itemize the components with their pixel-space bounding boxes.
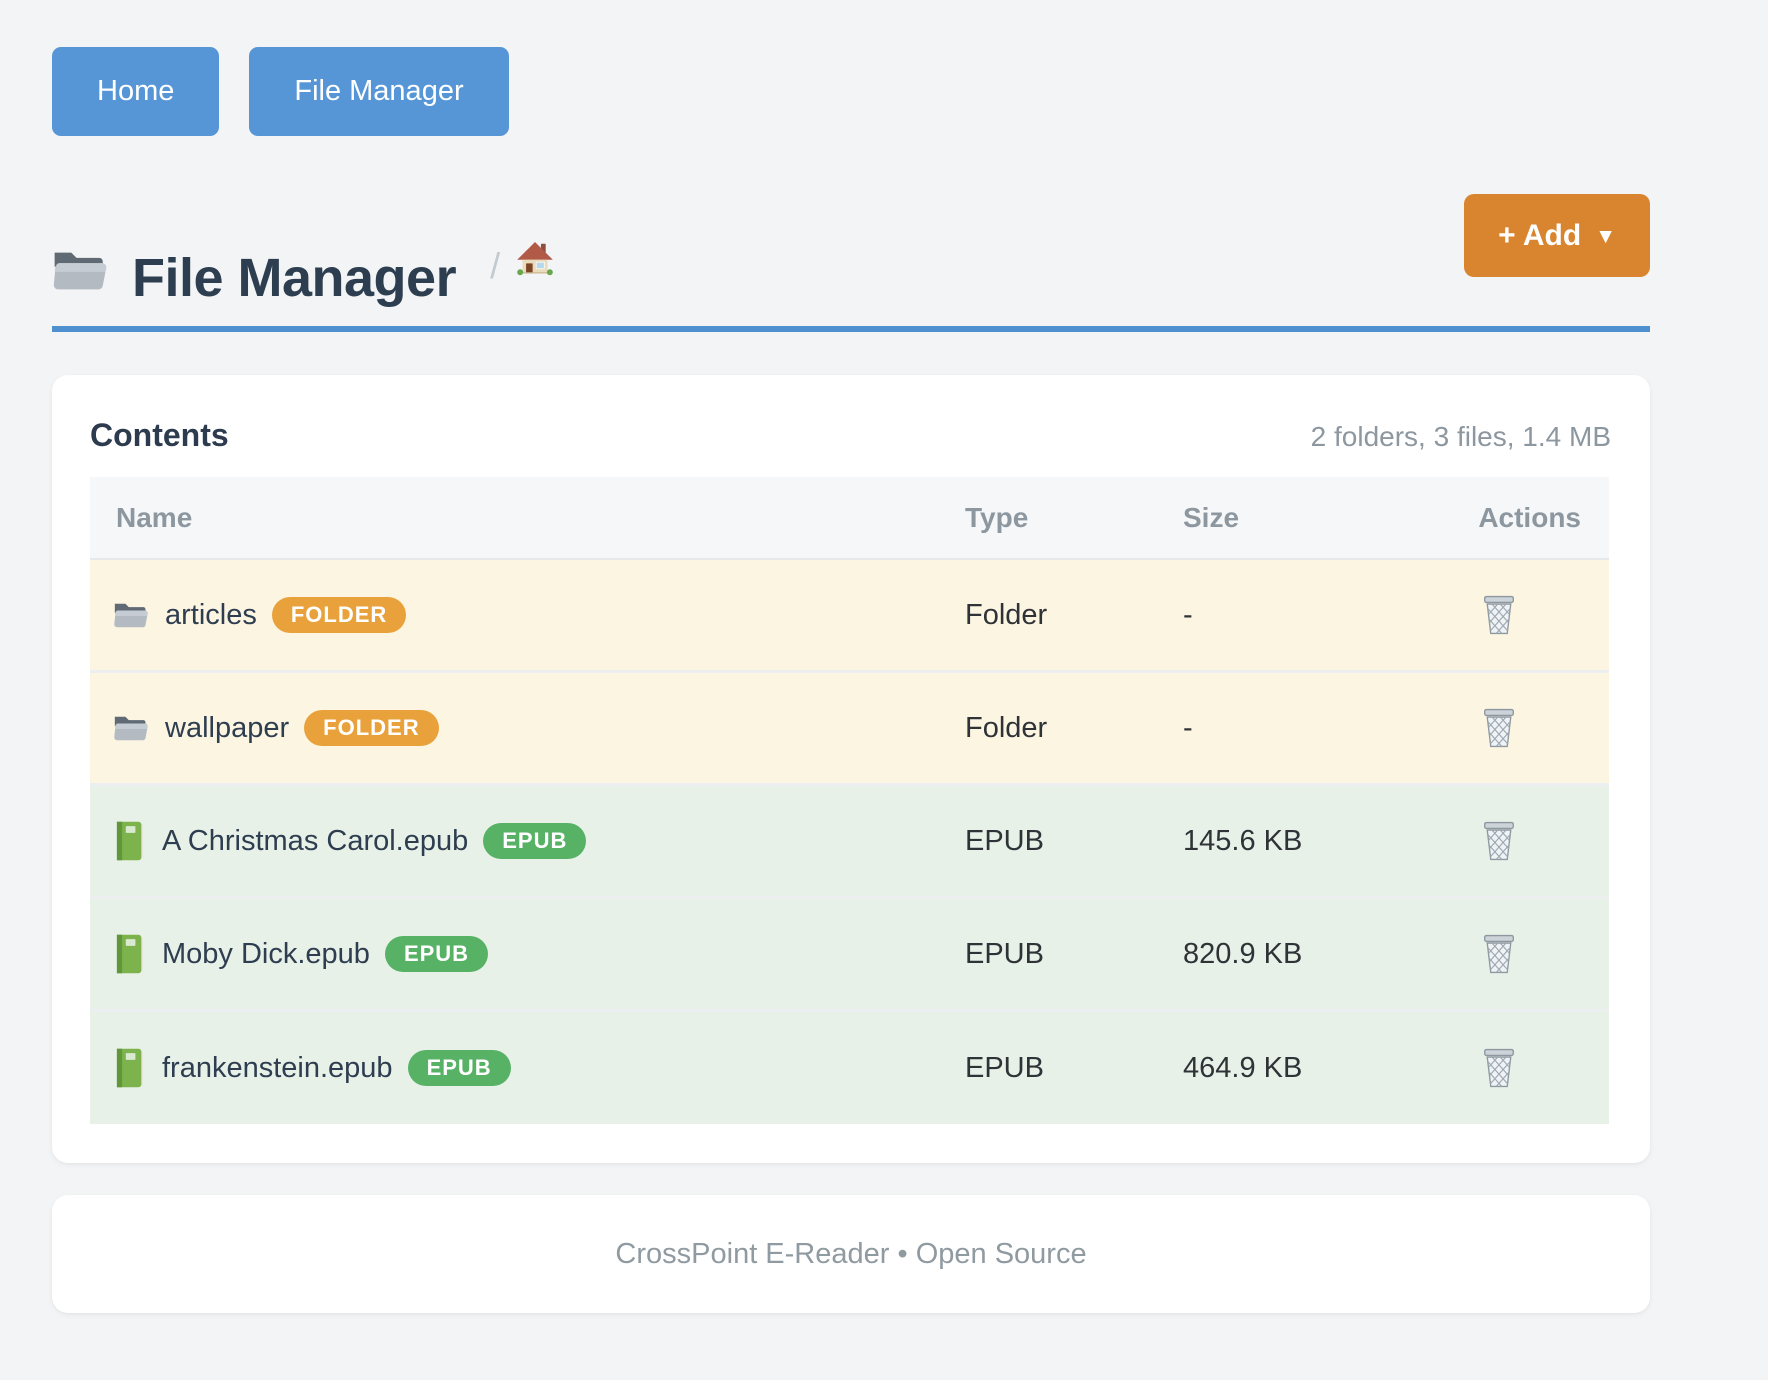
page-container: Home File Manager File Manager / + Add ▼… [52, 0, 1650, 1380]
size-cell: - [1183, 598, 1193, 631]
table-row[interactable]: wallpaper FOLDER Folder - [90, 673, 1609, 786]
file-name: articles [165, 598, 257, 631]
actions-cell [1388, 820, 1609, 862]
contents-panel-header: Contents 2 folders, 3 files, 1.4 MB [52, 375, 1650, 455]
contents-summary: 2 folders, 3 files, 1.4 MB [1310, 421, 1611, 452]
actions-cell [1388, 1047, 1609, 1089]
name-cell: Moby Dick.epub EPUB [90, 934, 965, 974]
trash-icon [1482, 594, 1516, 636]
breadcrumb-home-link[interactable] [516, 240, 554, 276]
table-row[interactable]: A Christmas Carol.epub EPUB EPUB 145.6 K… [90, 786, 1609, 899]
epub-badge: EPUB [384, 936, 489, 972]
add-button-label: + Add [1498, 218, 1582, 252]
caret-down-icon: ▼ [1595, 225, 1616, 248]
epub-badge: EPUB [483, 823, 587, 859]
green-book-icon [113, 821, 146, 861]
file-manager-button[interactable]: File Manager [249, 47, 509, 136]
delete-button[interactable] [1482, 707, 1516, 749]
page-header: File Manager / + Add ▼ [52, 194, 1650, 316]
delete-button[interactable] [1482, 933, 1516, 975]
folder-icon [52, 248, 108, 294]
trash-icon [1482, 707, 1516, 749]
actions-cell [1388, 933, 1609, 975]
add-button[interactable]: + Add ▼ [1464, 194, 1650, 277]
size-cell: 464.9 KB [1183, 1051, 1303, 1084]
folder-icon [113, 601, 149, 630]
type-cell: Folder [965, 598, 1048, 631]
type-cell: Folder [965, 711, 1048, 744]
contents-panel: Contents 2 folders, 3 files, 1.4 MB Name… [52, 375, 1650, 1163]
file-name: wallpaper [165, 711, 290, 744]
column-header-name: Name [116, 501, 193, 533]
folder-badge: FOLDER [304, 710, 439, 746]
type-cell: EPUB [965, 1051, 1044, 1084]
table-row[interactable]: Moby Dick.epub EPUB EPUB 820.9 KB [90, 899, 1609, 1012]
contents-heading: Contents [90, 417, 229, 453]
name-cell: articles FOLDER [90, 597, 965, 633]
home-button[interactable]: Home [52, 47, 220, 136]
epub-badge: EPUB [407, 1050, 511, 1086]
header-divider [52, 326, 1650, 332]
table-row[interactable]: articles FOLDER Folder - [90, 560, 1609, 673]
name-cell: frankenstein.epub EPUB [90, 1048, 965, 1088]
file-name: Moby Dick.epub [162, 937, 370, 970]
actions-cell [1388, 594, 1609, 636]
file-table: Name Type Size Actions articles FOLDER F… [90, 477, 1609, 1124]
folder-icon [113, 714, 149, 743]
delete-button[interactable] [1482, 594, 1516, 636]
breadcrumb-separator: / [490, 245, 501, 286]
column-header-actions: Actions [1478, 501, 1581, 533]
table-row[interactable]: frankenstein.epub EPUB EPUB 464.9 KB [90, 1012, 1609, 1124]
delete-button[interactable] [1482, 1047, 1516, 1089]
table-header-row: Name Type Size Actions [90, 477, 1609, 560]
footer-panel: CrossPoint E-Reader • Open Source [52, 1195, 1650, 1313]
delete-button[interactable] [1482, 820, 1516, 862]
column-header-size: Size [1183, 501, 1240, 533]
name-cell: wallpaper FOLDER [90, 710, 965, 746]
trash-icon [1482, 933, 1516, 975]
top-nav: Home File Manager [52, 47, 509, 136]
type-cell: EPUB [965, 824, 1044, 857]
file-name: frankenstein.epub [162, 1051, 393, 1084]
column-header-type: Type [965, 501, 1029, 533]
actions-cell [1388, 707, 1609, 749]
trash-icon [1482, 1047, 1516, 1089]
type-cell: EPUB [965, 937, 1044, 970]
file-name: A Christmas Carol.epub [162, 824, 469, 857]
name-cell: A Christmas Carol.epub EPUB [90, 821, 965, 861]
green-book-icon [113, 934, 146, 974]
trash-icon [1482, 820, 1516, 862]
footer-text: CrossPoint E-Reader • Open Source [615, 1237, 1087, 1270]
green-book-icon [113, 1048, 146, 1088]
folder-badge: FOLDER [271, 597, 407, 633]
size-cell: - [1183, 711, 1193, 744]
house-icon [516, 240, 554, 276]
page-title: File Manager [132, 248, 457, 308]
size-cell: 820.9 KB [1183, 937, 1303, 970]
size-cell: 145.6 KB [1183, 824, 1303, 857]
